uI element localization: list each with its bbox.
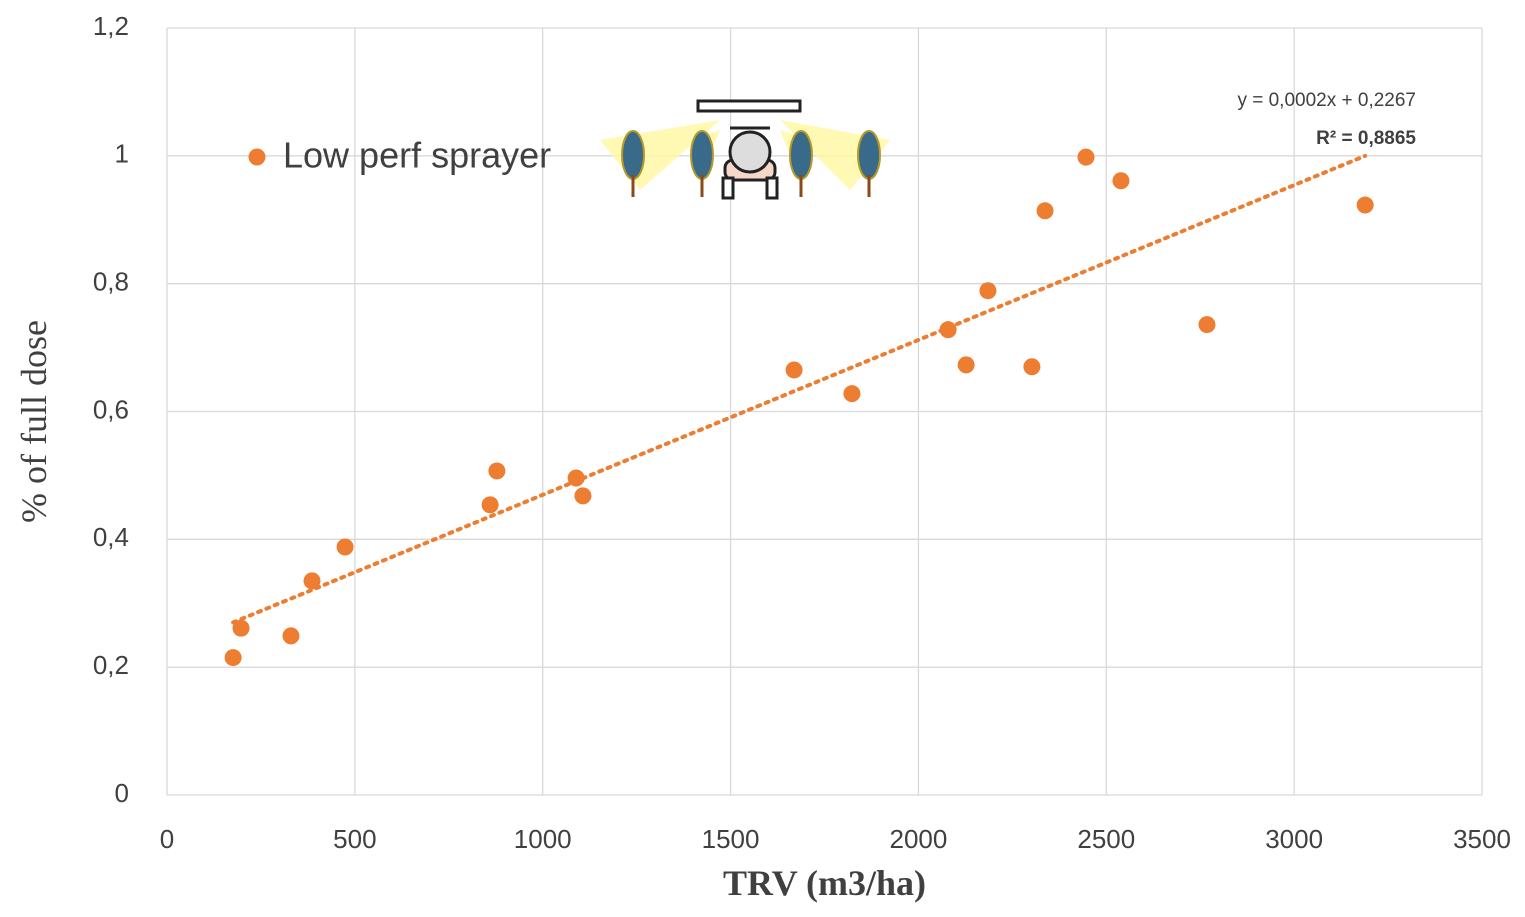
data-point [1198, 316, 1216, 334]
data-point [336, 538, 354, 556]
data-point [1036, 202, 1054, 220]
y-tick-label: 1 [115, 139, 129, 169]
y-tick-label: 0,4 [93, 522, 129, 552]
x-tick-label: 1000 [514, 824, 572, 854]
x-tick-label: 2000 [890, 824, 948, 854]
data-point [488, 462, 506, 480]
data-point [1112, 172, 1130, 190]
x-tick-label: 3500 [1453, 824, 1511, 854]
x-tick-label: 500 [333, 824, 376, 854]
data-point [1023, 358, 1041, 376]
y-axis-title: % of full dose [14, 320, 54, 523]
legend-marker [248, 148, 266, 166]
data-point [939, 321, 957, 339]
data-point [1356, 196, 1374, 214]
y-tick-label: 0,2 [93, 650, 129, 680]
y-tick-label: 0,8 [93, 267, 129, 297]
x-tick-label: 2500 [1077, 824, 1135, 854]
sprayer-illustration [600, 99, 890, 200]
data-point [481, 496, 499, 514]
data-point [282, 627, 300, 645]
data-point [785, 361, 803, 379]
y-tick-label: 0,6 [93, 394, 129, 424]
x-tick-label: 3000 [1265, 824, 1323, 854]
y-tick-label: 0 [115, 778, 129, 808]
data-point [979, 282, 997, 300]
y-tick-label: 1,2 [93, 11, 129, 41]
x-tick-label: 1500 [702, 824, 760, 854]
x-axis-title: TRV (m3/ha) [723, 863, 926, 903]
trendline-equation: y = 0,0002x + 0,2267 [1237, 90, 1416, 111]
data-point [224, 649, 242, 667]
data-point [957, 356, 975, 374]
legend-label: Low perf sprayer [283, 135, 551, 176]
data-point [843, 385, 861, 403]
data-point [574, 487, 592, 505]
data-point [1077, 148, 1095, 166]
data-point [232, 619, 250, 637]
x-tick-label: 0 [160, 824, 174, 854]
data-point [303, 572, 321, 590]
trendline [231, 153, 1368, 625]
trendline-r2: R² = 0,8865 [1316, 128, 1416, 149]
data-point [567, 469, 585, 487]
